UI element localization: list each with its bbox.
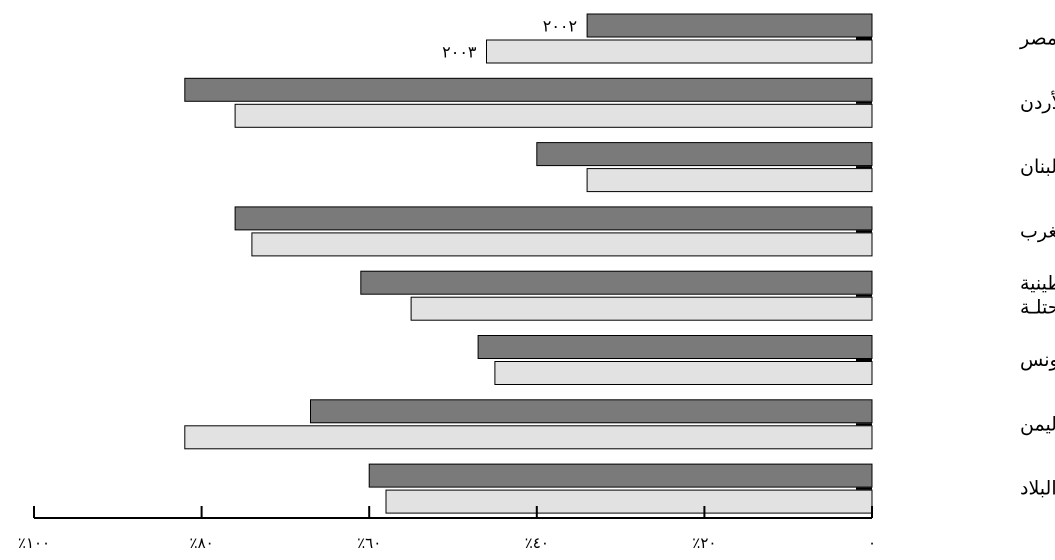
bar-series-2-7 [184,425,873,450]
x-tick-label: ٪٨٠ [190,534,214,552]
bar-series-2-6 [494,361,873,385]
bar-series-2-8 [385,489,873,514]
bar-series-1-6 [477,335,873,359]
bar-series-1-2 [184,77,873,102]
category-label-5: الأراضي الفلسطينيةالمحتلـة [1020,272,1055,319]
category-label-line: لبنان [1020,156,1055,178]
bar-series-1-8 [368,463,873,488]
series-labels: ٢٠٠٢ ٢٠٠٣ [442,17,577,62]
bars-group [184,13,873,514]
category-label-1: مصر [1019,28,1055,50]
bar-series-2-3 [586,168,873,193]
category-label-line: المغرب [1020,220,1055,242]
category-label-2: الأردن [1020,91,1055,114]
category-label-line: المحتلـة [1020,297,1055,319]
category-label-7: اليمن [1020,413,1055,435]
category-labels: مصرالأردنلبنانالمغربالأراضي الفلسطينيةال… [1019,28,1055,500]
x-axis: ٠ ٪٢٠ ٪٤٠ ٪٦٠ ٪٨٠ ٪١٠٠ [18,37,876,552]
bar-series-1-7 [310,399,873,424]
x-tick-label: ٪٤٠ [525,534,549,552]
x-tick-label: ٠ [868,534,876,552]
bar-series-1-1 [586,13,873,38]
category-label-line: الأردن [1020,91,1055,114]
x-tick-label: ٪٦٠ [357,534,381,552]
category-label-line: تونس [1020,349,1055,371]
category-label-line: اليمن [1020,413,1055,435]
bar-series-2-1 [486,39,873,64]
category-label-line: مصر [1019,28,1055,50]
category-label-6: تونس [1020,349,1055,371]
bar-series-1-3 [536,142,873,167]
bar-series-2-4 [251,232,873,257]
category-label-8: جميع البلاد [1020,478,1055,500]
category-label-line: الأراضي الفلسطينية [1020,272,1055,295]
category-label-3: لبنان [1020,156,1055,178]
series-label-1: ٢٠٠٢ [543,17,577,36]
bar-series-1-5 [360,270,873,295]
category-label-line: جميع البلاد [1020,478,1055,500]
category-label-4: المغرب [1020,220,1055,242]
bar-series-2-2 [234,103,873,128]
bar-series-2-5 [410,296,873,321]
bar-series-1-4 [234,206,873,231]
x-tick-label: ٪٢٠ [692,534,716,552]
x-tick-label: ٪١٠٠ [18,534,50,552]
series-label-2: ٢٠٠٣ [442,43,477,62]
